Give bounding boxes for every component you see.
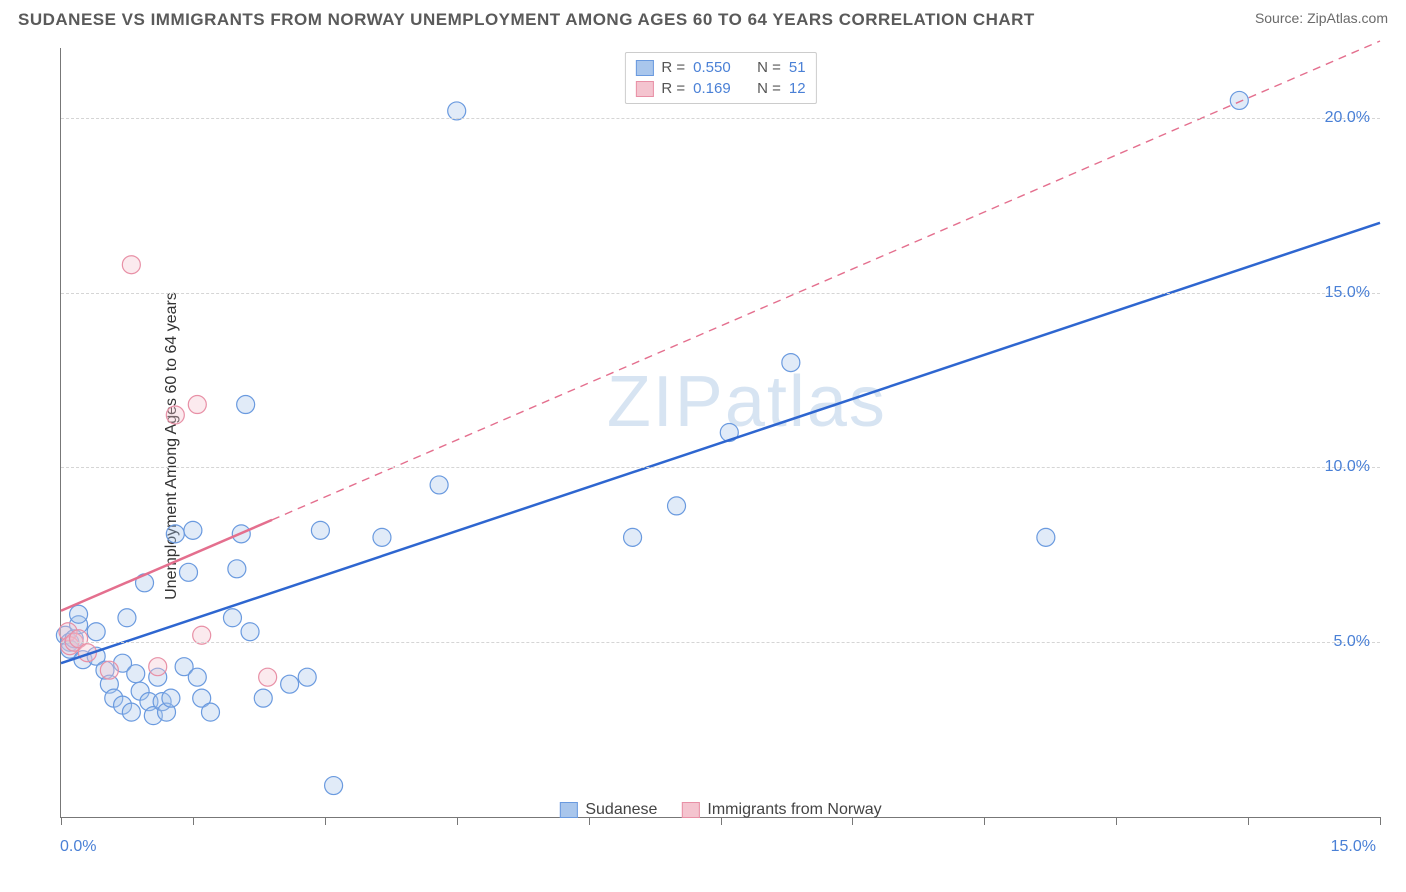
x-tick xyxy=(193,817,194,825)
swatch-icon xyxy=(635,81,653,97)
legend-label: Immigrants from Norway xyxy=(707,801,881,819)
n-label: N = xyxy=(757,80,781,97)
n-value: 12 xyxy=(789,80,806,97)
x-tick xyxy=(589,817,590,825)
x-tick xyxy=(457,817,458,825)
r-label: R = xyxy=(661,59,685,76)
y-axis-tick-label: 15.0% xyxy=(1325,284,1370,302)
swatch-icon xyxy=(635,60,653,76)
x-tick xyxy=(1380,817,1381,825)
x-tick xyxy=(721,817,722,825)
r-value: 0.550 xyxy=(693,59,743,76)
plot-svg xyxy=(61,48,1380,817)
y-axis-tick-label: 10.0% xyxy=(1325,458,1370,476)
chart-container: Unemployment Among Ages 60 to 64 years Z… xyxy=(36,40,1388,852)
x-axis-tick-label: 15.0% xyxy=(1331,838,1376,856)
gridline xyxy=(61,642,1380,643)
r-label: R = xyxy=(661,80,685,97)
x-axis-tick-label: 0.0% xyxy=(60,838,96,856)
legend-correlation: R = 0.550 N = 51 R = 0.169 N = 12 xyxy=(624,52,816,104)
r-value: 0.169 xyxy=(693,80,743,97)
swatch-icon xyxy=(559,802,577,818)
x-tick xyxy=(984,817,985,825)
y-axis-tick-label: 5.0% xyxy=(1334,633,1370,651)
x-tick xyxy=(61,817,62,825)
header: SUDANESE VS IMMIGRANTS FROM NORWAY UNEMP… xyxy=(0,0,1406,30)
legend-row: R = 0.169 N = 12 xyxy=(635,78,805,99)
x-tick xyxy=(1116,817,1117,825)
source-label: Source: ZipAtlas.com xyxy=(1255,10,1388,26)
chart-title: SUDANESE VS IMMIGRANTS FROM NORWAY UNEMP… xyxy=(18,10,1035,30)
legend-row: R = 0.550 N = 51 xyxy=(635,57,805,78)
legend-label: Sudanese xyxy=(585,801,657,819)
y-axis-tick-label: 20.0% xyxy=(1325,109,1370,127)
n-label: N = xyxy=(757,59,781,76)
swatch-icon xyxy=(681,802,699,818)
gridline xyxy=(61,118,1380,119)
x-tick xyxy=(325,817,326,825)
x-tick xyxy=(852,817,853,825)
plot-area: ZIPatlas R = 0.550 N = 51 R = 0.169 N = … xyxy=(60,48,1380,818)
gridline xyxy=(61,293,1380,294)
gridline xyxy=(61,467,1380,468)
legend-item: Sudanese xyxy=(559,801,657,819)
x-tick xyxy=(1248,817,1249,825)
n-value: 51 xyxy=(789,59,806,76)
